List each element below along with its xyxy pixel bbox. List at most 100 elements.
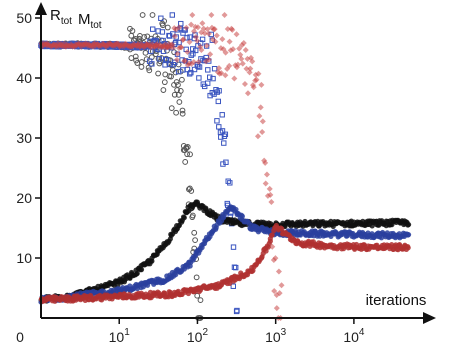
m-tot-point — [149, 61, 155, 67]
m-tot-point — [266, 185, 273, 192]
m-tot-point — [161, 79, 168, 86]
m-tot-point — [215, 65, 222, 72]
m-tot-point — [262, 159, 269, 166]
y-label-sub: tot — [90, 20, 101, 31]
m-tot-point — [190, 46, 196, 52]
m-tot-point — [184, 49, 191, 56]
m-tot-point — [254, 133, 261, 140]
m-tot-point — [164, 24, 171, 31]
m-tot-point — [168, 105, 175, 112]
m-tot-point — [195, 58, 202, 65]
m-tot-point — [188, 69, 194, 76]
m-tot-point — [257, 104, 264, 111]
m-tot-point — [208, 12, 215, 18]
r-tot-point — [279, 226, 285, 232]
m-tot-point — [223, 159, 229, 165]
m-tot-point — [233, 31, 240, 38]
m-tot-point — [132, 35, 139, 42]
y-tick-label: 10 — [16, 250, 32, 266]
m-tot-point — [219, 128, 226, 134]
m-tot-point — [179, 76, 185, 83]
m-tot-point — [188, 21, 195, 28]
m-tot-point — [215, 98, 221, 105]
m-tot-point — [199, 36, 206, 43]
m-tot-point — [189, 212, 196, 219]
m-tot-point — [186, 71, 193, 77]
m-tot-point — [211, 66, 218, 72]
m-tot-point — [278, 282, 285, 289]
m-tot-point — [159, 29, 166, 35]
x-tick-label: 0 — [16, 329, 24, 345]
m-tot-point — [240, 39, 247, 46]
m-tot-point — [194, 37, 201, 44]
m-tot-point — [250, 84, 257, 91]
m-tot-point — [201, 83, 208, 90]
m-tot-point — [163, 57, 170, 63]
m-tot-point — [218, 134, 224, 140]
m-tot-point — [160, 37, 166, 44]
m-tot-point — [258, 81, 265, 88]
r-tot-point — [138, 267, 145, 273]
m-tot-point — [136, 35, 143, 42]
m-tot-point — [173, 79, 180, 85]
m-tot-point — [231, 75, 238, 82]
m-tot-point — [177, 88, 184, 94]
m-tot-point — [272, 255, 279, 262]
m-tot-point — [198, 46, 205, 53]
m-tot-point — [188, 52, 194, 58]
m-tot-point — [210, 75, 216, 82]
m-tot-point — [192, 237, 199, 243]
m-tot-point — [191, 229, 198, 236]
y-tick-label: 50 — [16, 10, 32, 26]
m-tot-point — [234, 61, 241, 68]
m-tot-point — [170, 44, 177, 51]
y-axis-label: Rtot Mtot — [50, 7, 102, 31]
m-tot-point — [207, 51, 214, 58]
r-tot-point — [269, 232, 275, 238]
m-tot-point — [156, 56, 163, 62]
m-tot-point — [176, 99, 183, 105]
m-tot-point — [175, 81, 181, 88]
m-tot-point — [138, 59, 145, 65]
m-tot-point — [255, 70, 262, 77]
m-tot-point — [259, 128, 266, 135]
m-tot-point — [236, 45, 243, 52]
m-tot-point — [176, 24, 183, 31]
m-tot-point — [196, 75, 202, 81]
m-tot-point — [262, 180, 269, 187]
m-tot-point — [190, 51, 196, 57]
y-tick-label: 40 — [16, 70, 32, 86]
m-tot-point — [205, 67, 211, 73]
m-tot-point — [171, 33, 178, 40]
m-tot-point — [222, 49, 229, 56]
m-tot-point — [211, 26, 218, 33]
m-tot-point — [199, 20, 206, 27]
m-tot-point — [241, 81, 248, 88]
m-tot-point — [204, 80, 211, 86]
m-tot-point — [181, 57, 188, 64]
m-tot-point — [214, 118, 220, 124]
m-tot-point — [162, 62, 168, 68]
r-tot-point — [203, 205, 209, 211]
m-tot-point — [168, 73, 174, 80]
m-tot-point — [224, 26, 231, 33]
r-tot-point — [181, 215, 187, 221]
m-tot-point — [256, 112, 263, 119]
m-tot-point — [155, 70, 162, 77]
m-tot-point — [184, 144, 191, 150]
m-tot-point — [179, 110, 186, 117]
m-tot-point — [178, 20, 184, 27]
m-tot-point — [193, 274, 200, 281]
y-ticks: 10 20 30 40 50 — [16, 10, 41, 266]
m-tot-point — [244, 90, 251, 97]
m-tot-point — [138, 64, 145, 70]
m-tot-point — [184, 151, 191, 158]
m-tot-point — [176, 39, 182, 46]
m-tot-point — [229, 26, 236, 33]
m-tot-point — [239, 60, 246, 67]
m-tot-point — [161, 18, 168, 25]
m-tot-point — [242, 47, 249, 54]
m-tot-point — [189, 12, 196, 18]
m-tot-point — [238, 55, 245, 62]
m-tot-point — [183, 145, 190, 152]
